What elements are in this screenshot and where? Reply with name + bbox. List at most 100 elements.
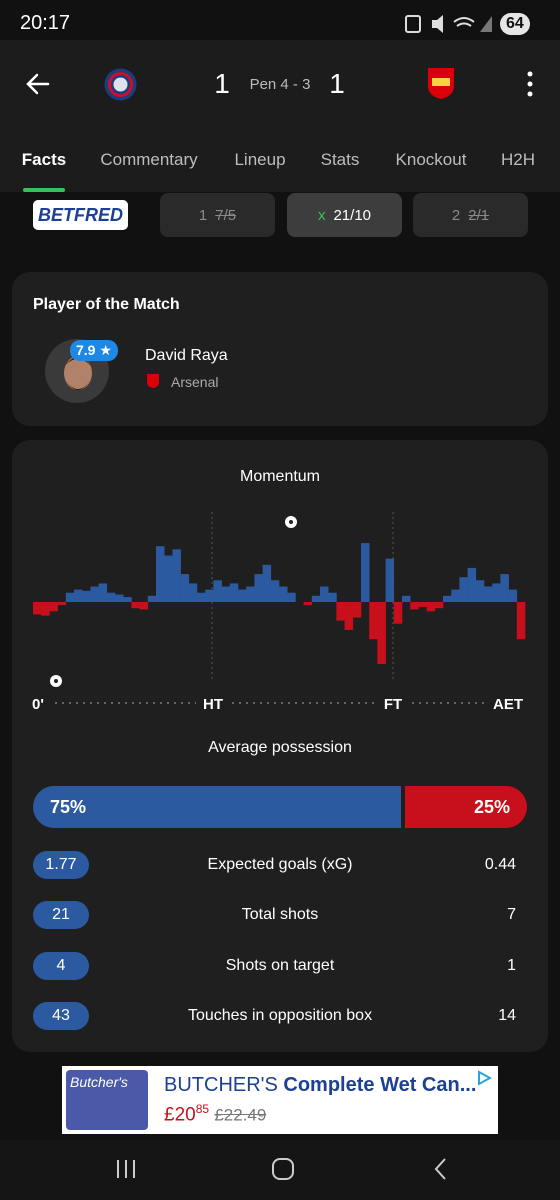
momentum-bar	[164, 555, 173, 602]
home-team-logo	[104, 68, 137, 101]
back-button[interactable]	[24, 70, 52, 98]
momentum-bar	[500, 574, 509, 602]
momentum-bar	[41, 602, 50, 616]
momentum-bar	[221, 586, 231, 602]
menu-button[interactable]	[522, 70, 538, 98]
momentum-bar	[402, 595, 411, 602]
momentum-bar	[180, 574, 190, 602]
home-button[interactable]	[272, 1158, 294, 1180]
ad-logo: Butcher's	[70, 1074, 128, 1090]
ad-price-pence: 85	[195, 1102, 210, 1116]
stats-card	[12, 440, 548, 1052]
momentum-bar	[352, 602, 362, 618]
momentum-bar	[434, 602, 444, 609]
stat-label: Touches in opposition box	[187, 1007, 373, 1024]
penalty-score: Pen 4 - 3	[249, 76, 311, 93]
rating-value: 7.9	[76, 342, 96, 358]
tab[interactable]: Facts	[21, 150, 67, 169]
nav-bar	[0, 1140, 560, 1200]
possession-away-label: 25%	[473, 797, 510, 817]
odds-label: 2	[451, 206, 461, 224]
momentum-bar	[205, 589, 214, 602]
stat-away-value: 7	[507, 906, 516, 923]
active-tab-indicator	[23, 188, 65, 192]
momentum-bar	[156, 546, 165, 602]
odds-label: x	[317, 206, 326, 224]
goal-icon	[50, 675, 62, 687]
ad-headline: BUTCHER'S Complete Wet Can...	[164, 1074, 476, 1097]
ad-choices-icon[interactable]	[476, 1070, 492, 1086]
momentum-bar	[459, 577, 468, 602]
momentum-bar	[57, 602, 67, 606]
momentum-bar	[311, 595, 321, 602]
momentum-bar	[426, 602, 436, 612]
momentum-bar	[188, 583, 198, 602]
momentum-bar	[516, 602, 526, 640]
odds-button[interactable]: x 21/10	[287, 193, 402, 237]
momentum-bar	[213, 580, 222, 602]
momentum-bar	[98, 583, 108, 602]
ad-title: Complete Wet Can...	[283, 1074, 477, 1096]
ad-banner[interactable]: Butcher's BUTCHER'S Complete Wet Can... …	[62, 1066, 498, 1134]
timeline-label: HT	[203, 696, 223, 713]
timeline-label: AET	[493, 696, 523, 713]
odds-button[interactable]: 2 2/1	[413, 193, 528, 237]
momentum-bar	[484, 586, 493, 602]
status-icons	[405, 15, 492, 33]
timeline-label: 0'	[32, 696, 44, 713]
momentum-bar	[147, 595, 157, 602]
ad-brand: BUTCHER'S	[164, 1074, 278, 1096]
ad-price: £2085 £22.49	[164, 1102, 266, 1126]
tab[interactable]: H2H	[500, 150, 536, 169]
stat-home-value: 4	[33, 952, 89, 980]
momentum-bar	[246, 586, 255, 602]
momentum-bar	[385, 558, 395, 602]
momentum-bar	[74, 589, 83, 602]
stat-away-value: 1	[507, 957, 516, 974]
momentum-bar	[443, 595, 452, 602]
momentum-bar	[115, 594, 124, 602]
stat-away-value: 0.44	[484, 856, 516, 873]
bookmaker-logo[interactable]: BETFRED	[33, 200, 128, 230]
momentum-bar	[49, 602, 58, 612]
momentum-bar	[123, 597, 132, 602]
battery-level: 64	[500, 13, 530, 35]
recents-button[interactable]	[117, 1160, 135, 1178]
bookmaker-name: BETFRED	[38, 204, 123, 225]
back-nav-button[interactable]	[434, 1158, 446, 1180]
stat-label: Shots on target	[225, 957, 335, 974]
momentum-bar	[287, 592, 296, 602]
momentum-bar	[418, 602, 427, 607]
tab[interactable]: Stats	[320, 150, 360, 169]
momentum-bar	[303, 602, 313, 606]
away-score: 1	[329, 68, 345, 99]
goal-icon	[285, 516, 297, 528]
momentum-bar	[270, 580, 280, 602]
stat-label: Expected goals (xG)	[207, 856, 353, 873]
tab[interactable]: Lineup	[234, 150, 286, 169]
odds-value: 2/1	[468, 206, 490, 224]
momentum-bar	[492, 583, 501, 602]
status-time: 20:17	[20, 12, 71, 34]
momentum-bar	[65, 592, 75, 602]
home-score: 1	[214, 68, 230, 99]
tab[interactable]: Knockout	[395, 150, 467, 169]
tab[interactable]: Commentary	[100, 150, 198, 169]
momentum-bar	[508, 589, 518, 602]
momentum-bar	[197, 592, 206, 602]
momentum-bar	[369, 602, 378, 640]
momentum-bar	[328, 592, 337, 602]
stat-label: Total shots	[241, 906, 319, 923]
away-team-logo	[428, 68, 454, 99]
momentum-bar	[172, 549, 181, 602]
momentum-bar	[106, 592, 116, 602]
possession-home-label: 75%	[50, 797, 87, 817]
player-rating: 7.9 ★	[70, 340, 118, 361]
momentum-bar	[410, 602, 419, 610]
header-bg	[0, 40, 560, 192]
odds-button[interactable]: 1 7/5	[160, 193, 275, 237]
player-team: Arsenal	[171, 374, 219, 390]
stat-away-value: 14	[498, 1007, 516, 1024]
momentum-bar	[377, 602, 386, 664]
stat-home-value: 43	[33, 1002, 89, 1030]
